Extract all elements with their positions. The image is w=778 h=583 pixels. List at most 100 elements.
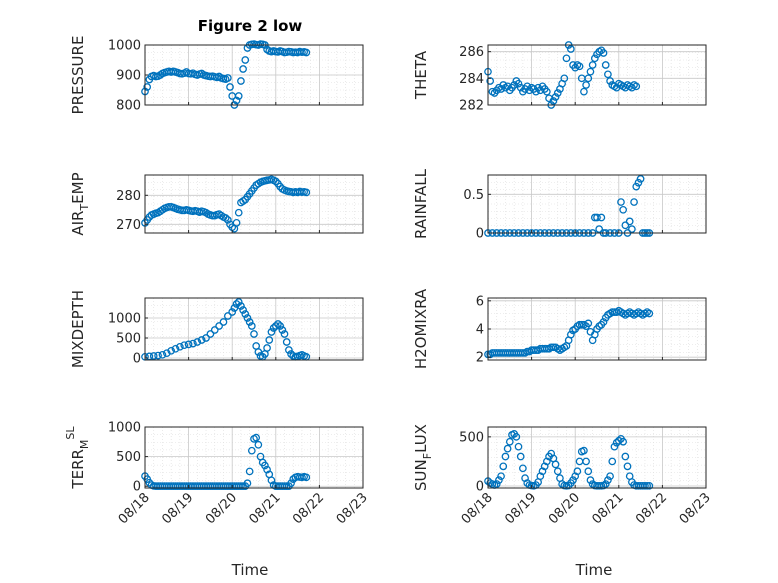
subplot-pressure: 800 900 1000 PRESSURE xyxy=(69,36,364,115)
data-point xyxy=(228,308,237,316)
x-tick-label: 08/18 xyxy=(116,490,153,527)
data-point xyxy=(634,178,643,187)
data-point xyxy=(234,208,243,217)
x-tick-label: 08/20 xyxy=(203,490,240,527)
y-tick-label: 1000 xyxy=(108,312,141,327)
data-point xyxy=(278,326,287,334)
data-point xyxy=(499,462,508,471)
data-point xyxy=(158,350,167,359)
y-tick-label: 286 xyxy=(459,45,484,60)
data-point xyxy=(551,93,560,101)
y-tick-label: 0.5 xyxy=(463,188,484,203)
data-point xyxy=(176,342,184,351)
data-point xyxy=(604,476,612,484)
y-tick-label: 6 xyxy=(476,294,484,309)
data-point xyxy=(519,464,527,473)
y-axis-label: MIXDEPTH xyxy=(69,290,87,368)
data-point xyxy=(560,74,569,83)
data-point xyxy=(645,309,654,318)
data-point xyxy=(543,87,551,96)
axes-frame xyxy=(487,44,707,106)
y-tick-label: 1000 xyxy=(108,39,141,54)
data-point xyxy=(184,340,193,349)
data-point xyxy=(619,205,628,214)
subplot-h2omixra: 2 4 6 H2OMIXRA xyxy=(412,288,707,369)
data-point xyxy=(582,457,590,466)
y-tick-label: 500 xyxy=(459,430,484,445)
y-tick-label: 900 xyxy=(116,69,141,84)
data-point xyxy=(501,452,510,461)
x-tick-label: 08/22 xyxy=(290,490,327,527)
data-point xyxy=(601,480,610,488)
y-tick-label: 1000 xyxy=(108,421,141,436)
data-point xyxy=(265,336,274,344)
data-point xyxy=(532,87,540,96)
data-point xyxy=(271,177,280,186)
data-point xyxy=(167,346,176,355)
data-point xyxy=(645,481,654,490)
data-point xyxy=(269,324,278,332)
data-point xyxy=(623,462,632,471)
data-point xyxy=(223,74,232,82)
data-point xyxy=(247,446,256,455)
axes-frame xyxy=(487,174,707,234)
data-point xyxy=(243,479,252,488)
data-point xyxy=(566,45,575,53)
data-point xyxy=(232,96,241,105)
y-tick-label: 2 xyxy=(476,351,484,366)
data-point xyxy=(604,70,612,79)
y-tick-label: 0 xyxy=(133,352,141,367)
data-point xyxy=(210,326,219,334)
y-tick-label: 0 xyxy=(133,480,141,495)
subplot-rainfall: 0 0.5 RAINFALL xyxy=(412,168,707,242)
data-point xyxy=(241,310,250,318)
data-point xyxy=(617,198,625,206)
data-point xyxy=(566,330,575,339)
data-point xyxy=(180,341,189,350)
y-tick-label: 4 xyxy=(476,323,484,338)
y-tick-label: 500 xyxy=(116,450,141,465)
data-point xyxy=(261,461,269,470)
data-point xyxy=(250,330,258,338)
x-tick-label: 08/19 xyxy=(159,490,196,527)
data-point xyxy=(302,188,311,197)
data-point xyxy=(271,322,280,330)
data-point xyxy=(580,87,588,96)
y-tick-label: 500 xyxy=(116,332,141,347)
y-axis-label: H2OMIXRA xyxy=(412,288,430,369)
data-point xyxy=(492,480,501,488)
x-tick-label: 08/18 xyxy=(459,490,496,527)
data-point xyxy=(586,67,595,76)
data-point xyxy=(254,348,263,356)
subplot-mixdepth: 0 500 1000 MIXDEPTH xyxy=(69,290,364,368)
data-point xyxy=(171,344,180,353)
subplot-grid: 800 900 1000 PRESSURE 282 284 286 THETA 270 280 AI… xyxy=(64,36,714,528)
data-point xyxy=(237,77,245,85)
data-point xyxy=(245,318,254,326)
data-point xyxy=(282,338,291,346)
axes-frame xyxy=(487,426,707,489)
data-point xyxy=(239,306,247,314)
data-point xyxy=(206,330,215,338)
data-point xyxy=(243,314,252,322)
data-point xyxy=(608,457,617,466)
x-tick-label: 08/21 xyxy=(247,490,284,527)
data-point xyxy=(549,97,558,105)
data-point xyxy=(575,62,584,71)
axes-frame xyxy=(144,426,364,489)
data-point xyxy=(606,472,614,481)
data-point xyxy=(223,312,232,320)
data-point xyxy=(241,56,250,64)
y-axis-label: PRESSURE xyxy=(69,36,87,115)
x-tick-label: 08/20 xyxy=(546,490,583,527)
data-point xyxy=(230,304,239,312)
data-point xyxy=(495,476,503,484)
data-point xyxy=(586,476,595,484)
data-point xyxy=(632,82,641,91)
data-point xyxy=(219,318,228,326)
data-point xyxy=(553,467,562,476)
data-point xyxy=(584,74,593,83)
data-point xyxy=(588,61,597,69)
y-tick-label: 0 xyxy=(476,227,484,242)
